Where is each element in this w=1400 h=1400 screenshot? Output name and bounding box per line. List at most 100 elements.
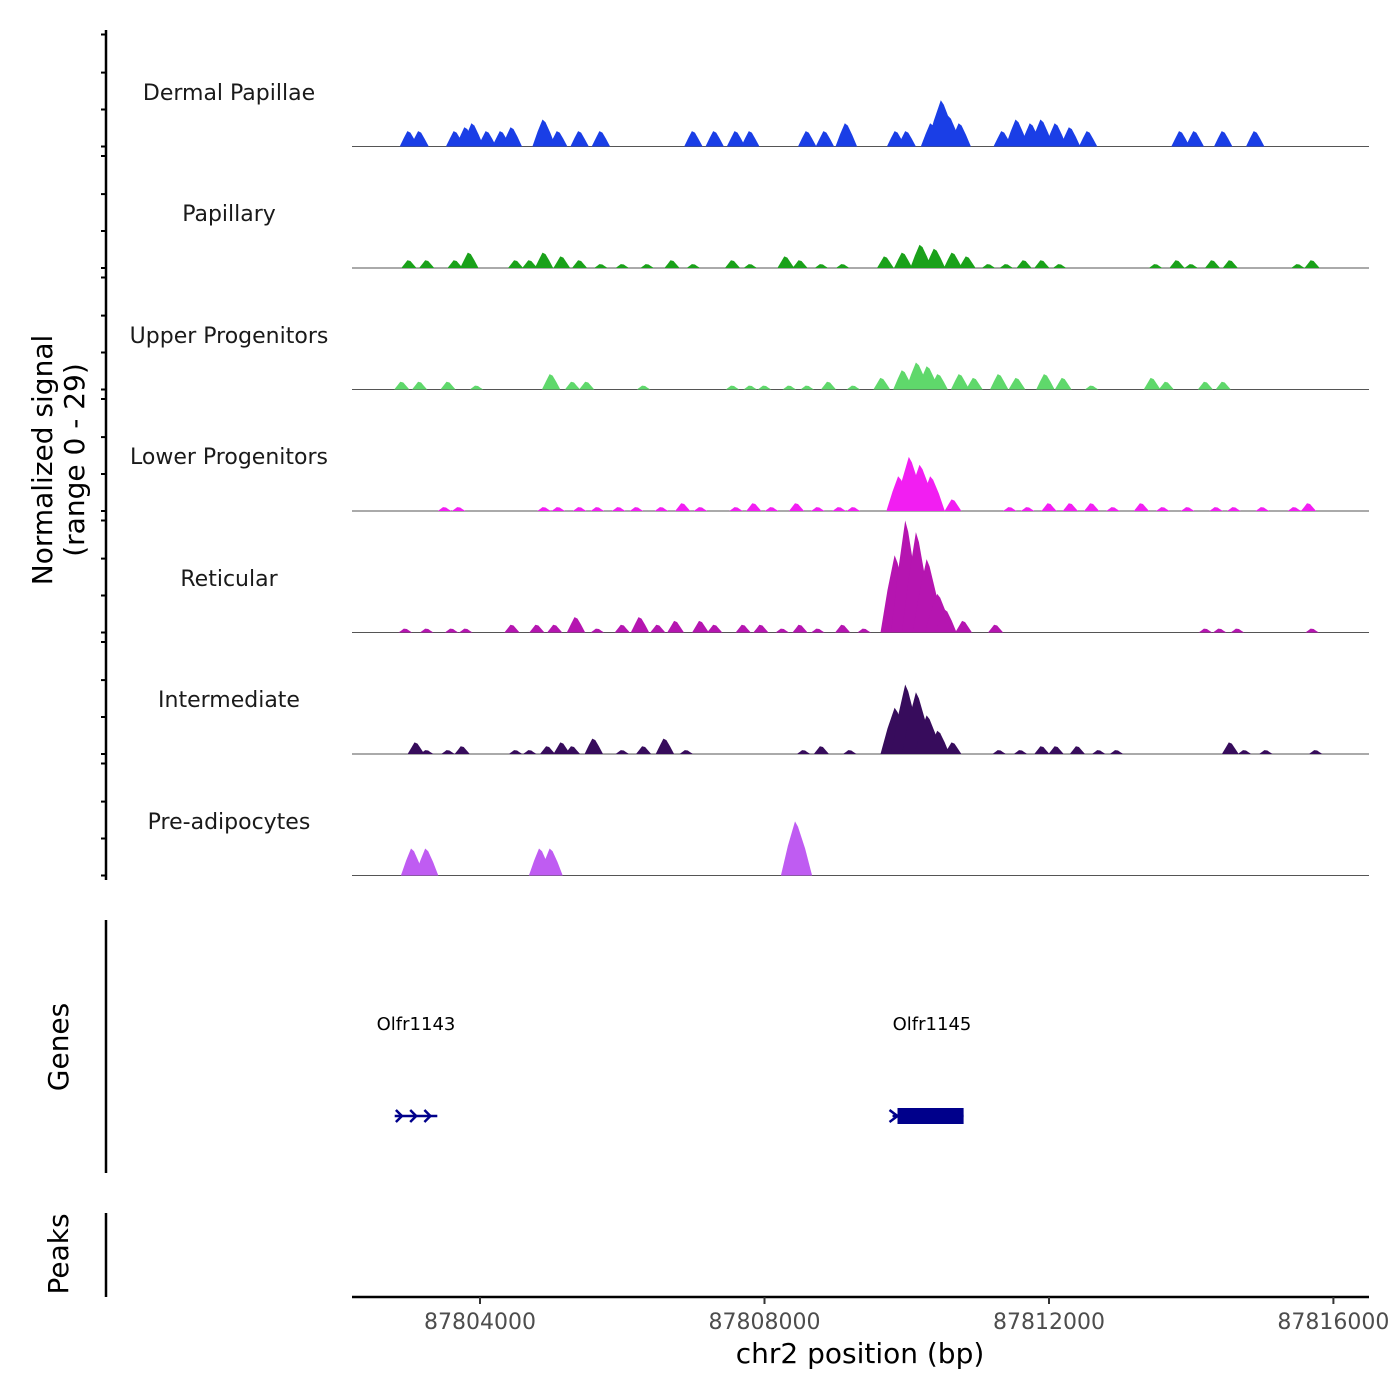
signal-peak <box>780 821 813 876</box>
signal-peak <box>927 730 950 754</box>
signal-peak <box>800 385 814 390</box>
track-label-dermal-papillae: Dermal Papillae <box>143 81 315 106</box>
track-label-papillary: Papillary <box>182 202 276 227</box>
signal-peak <box>615 264 630 268</box>
track-label-upper-progenitors: Upper Progenitors <box>130 324 329 349</box>
signal-peak <box>988 624 1004 633</box>
signal-peak <box>835 624 851 633</box>
signal-peak <box>407 742 425 754</box>
signal-peak <box>1291 264 1305 268</box>
signal-peak <box>1030 119 1054 147</box>
track-label-intermediate: Intermediate <box>158 688 300 713</box>
signal-peak <box>815 131 835 147</box>
signal-peak <box>743 264 758 268</box>
signal-peak <box>462 123 484 147</box>
signal-peak <box>553 742 571 754</box>
signal-peak <box>570 131 589 147</box>
signal-peak <box>684 131 703 147</box>
signal-peak <box>650 624 666 633</box>
signal-peak <box>707 624 723 633</box>
signal-peak <box>1062 503 1078 511</box>
signal-peak <box>440 381 456 390</box>
signal-peak <box>394 381 410 390</box>
signal-peak <box>1214 131 1233 147</box>
signal-peak <box>729 507 743 511</box>
signal-peak <box>419 628 434 633</box>
gene-model-0 <box>394 1109 438 1123</box>
signal-peak <box>1013 750 1028 754</box>
signal-peak <box>654 507 669 511</box>
signal-peak <box>534 252 554 268</box>
signal-peak <box>451 507 466 511</box>
signal-peak <box>1084 385 1099 390</box>
signal-peak <box>539 848 563 876</box>
signal-peak <box>572 507 587 511</box>
signal-peak <box>925 248 946 268</box>
track-3 <box>352 456 1369 512</box>
signal-peak <box>877 256 894 268</box>
signal-peak <box>746 503 762 511</box>
track-label-lower-progenitors: Lower Progenitors <box>130 445 328 470</box>
signal-peak <box>814 264 829 268</box>
signal-peak <box>792 260 808 268</box>
signal-peak <box>992 750 1006 754</box>
signal-peak <box>798 131 817 147</box>
signal-peak <box>664 260 680 268</box>
signal-peak <box>547 624 563 633</box>
signal-peak <box>419 260 435 268</box>
gene-models <box>394 1108 964 1124</box>
signal-peak <box>1171 131 1190 147</box>
strand-arrow <box>409 1109 418 1123</box>
signal-peak <box>590 628 605 633</box>
signal-peak <box>1184 264 1198 268</box>
signal-peak <box>1169 260 1185 268</box>
signal-peak <box>846 507 861 511</box>
signal-peak <box>1148 264 1163 268</box>
signal-peak <box>775 628 790 633</box>
signal-peak <box>564 381 581 390</box>
signal-peak <box>1156 507 1170 511</box>
signal-peak <box>522 260 538 268</box>
gene-label-olfr1143: Olfr1143 <box>377 1014 456 1035</box>
signal-peak <box>764 507 779 511</box>
signal-peak <box>724 260 741 268</box>
signal-peak <box>897 131 916 147</box>
track-4 <box>352 520 1369 633</box>
signal-peak <box>843 750 857 754</box>
signal-peak <box>935 609 957 633</box>
signal-peak <box>1084 503 1100 511</box>
signal-peak <box>1305 628 1319 633</box>
signal-peak <box>1204 260 1221 268</box>
signal-peak <box>523 750 537 754</box>
signal-peak <box>636 746 652 754</box>
genes-axis-title: Genes <box>42 1003 75 1091</box>
signal-peak <box>532 119 556 147</box>
peaks-axis-title: Peaks <box>42 1213 75 1294</box>
signal-peak <box>564 746 581 754</box>
strand-arrow <box>423 1109 433 1123</box>
signal-peak <box>1197 381 1213 390</box>
track-2 <box>352 362 1369 390</box>
signal-peak <box>1109 750 1124 754</box>
signal-peak <box>1054 377 1072 390</box>
signal-peak <box>412 381 428 390</box>
signal-peak <box>1003 507 1017 511</box>
signal-peak <box>944 742 962 754</box>
signal-peak <box>1133 503 1149 511</box>
signal-peak <box>447 260 463 268</box>
signal-peak <box>811 628 825 633</box>
signal-peak <box>679 750 694 754</box>
signal-peak <box>1308 750 1323 754</box>
signal-peak <box>508 260 524 268</box>
signal-peak <box>1215 381 1231 390</box>
strand-arrow <box>395 1109 404 1123</box>
signal-peak <box>410 131 429 147</box>
signal-peak <box>415 848 439 876</box>
track-label-reticular: Reticular <box>180 567 278 592</box>
signal-peak <box>929 374 948 390</box>
signal-peak <box>1034 746 1050 754</box>
signal-peak <box>1180 507 1195 511</box>
signal-peak <box>675 503 691 511</box>
signal-peak <box>667 620 684 633</box>
signal-axis-title: Normalized signal <box>26 335 59 586</box>
